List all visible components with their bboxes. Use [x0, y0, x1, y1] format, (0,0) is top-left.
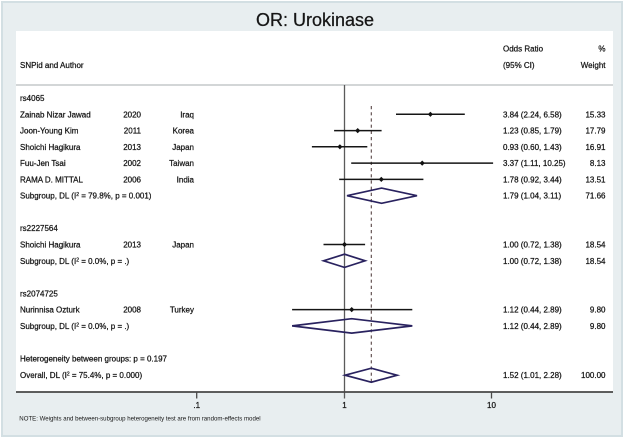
- svg-text:18.54: 18.54: [585, 257, 606, 266]
- svg-text:18.54: 18.54: [585, 241, 606, 250]
- svg-text:1.78 (0.92, 3.44): 1.78 (0.92, 3.44): [503, 175, 562, 184]
- svg-text:1: 1: [342, 401, 347, 410]
- svg-text:1.79 (1.04, 3.11): 1.79 (1.04, 3.11): [503, 192, 561, 201]
- svg-text:1.12 (0.44, 2.89): 1.12 (0.44, 2.89): [503, 306, 562, 315]
- svg-text:Shoichi Hagikura: Shoichi Hagikura: [20, 241, 81, 250]
- svg-text:Zainab Nizar Jawad: Zainab Nizar Jawad: [20, 110, 91, 119]
- svg-text:Korea: Korea: [173, 127, 195, 136]
- svg-text:2011: 2011: [124, 127, 142, 136]
- svg-text:Japan: Japan: [172, 143, 194, 152]
- svg-text:OR: Urokinase: OR: Urokinase: [256, 10, 374, 30]
- svg-text:Subgroup, DL (I2 = 0.0%, p = .: Subgroup, DL (I2 = 0.0%, p = .): [20, 257, 130, 266]
- svg-text:1.52 (1.01, 2.28): 1.52 (1.01, 2.28): [503, 371, 562, 380]
- svg-text:Nurinnisa Ozturk: Nurinnisa Ozturk: [20, 306, 81, 315]
- svg-text:India: India: [177, 175, 195, 184]
- svg-text:15.33: 15.33: [585, 110, 606, 119]
- svg-text:1.12 (0.44, 2.89): 1.12 (0.44, 2.89): [503, 322, 562, 331]
- svg-text:Odds Ratio: Odds Ratio: [503, 45, 544, 54]
- svg-text:Overall, DL (I2 = 75.4%, p = 0: Overall, DL (I2 = 75.4%, p = 0.000): [20, 371, 142, 380]
- svg-text:Shoichi Hagikura: Shoichi Hagikura: [20, 143, 81, 152]
- svg-text:.1: .1: [193, 401, 200, 410]
- svg-text:17.79: 17.79: [585, 127, 606, 136]
- svg-text:2002: 2002: [123, 159, 141, 168]
- svg-text:2006: 2006: [123, 175, 141, 184]
- svg-text:8.13: 8.13: [590, 159, 606, 168]
- svg-text:Weight: Weight: [581, 61, 607, 70]
- svg-text:10: 10: [487, 401, 496, 410]
- svg-text:Subgroup, DL (I2 = 0.0%, p = .: Subgroup, DL (I2 = 0.0%, p = .): [20, 322, 130, 331]
- svg-text:16.91: 16.91: [585, 143, 606, 152]
- svg-text:3.84 (2.24, 6.58): 3.84 (2.24, 6.58): [503, 110, 562, 119]
- svg-text:SNPid and Author: SNPid and Author: [20, 61, 84, 70]
- svg-text:13.51: 13.51: [585, 175, 606, 184]
- svg-text:3.37 (1.11, 10.25): 3.37 (1.11, 10.25): [503, 159, 566, 168]
- svg-text:Iraq: Iraq: [180, 110, 194, 119]
- svg-text:100.00: 100.00: [581, 371, 606, 380]
- svg-text:2020: 2020: [123, 110, 141, 119]
- svg-text:RAMA D. MITTAL: RAMA D. MITTAL: [20, 175, 84, 184]
- svg-text:0.93 (0.60, 1.43): 0.93 (0.60, 1.43): [503, 143, 562, 152]
- svg-text:Heterogeneity between groups:: Heterogeneity between groups: p = 0.197: [20, 355, 168, 364]
- svg-text:1.00 (0.72, 1.38): 1.00 (0.72, 1.38): [503, 241, 562, 250]
- svg-text:Turkey: Turkey: [170, 306, 194, 315]
- svg-text:Joon-Young Kim: Joon-Young Kim: [20, 127, 79, 136]
- svg-text:rs2227564: rs2227564: [20, 224, 58, 233]
- svg-text:Taiwan: Taiwan: [169, 159, 194, 168]
- svg-text:9.80: 9.80: [590, 306, 606, 315]
- svg-text:Subgroup, DL (I2 = 79.8%, p =: Subgroup, DL (I2 = 79.8%, p = 0.001): [20, 192, 152, 201]
- svg-text:rs2074725: rs2074725: [20, 289, 58, 298]
- svg-text:2008: 2008: [123, 306, 141, 315]
- svg-text:rs4065: rs4065: [20, 94, 45, 103]
- svg-text:(95% CI): (95% CI): [503, 61, 535, 70]
- svg-text:1.23 (0.85, 1.79): 1.23 (0.85, 1.79): [503, 127, 562, 136]
- svg-text:71.66: 71.66: [585, 192, 606, 201]
- svg-text:%: %: [598, 45, 605, 54]
- svg-text:1.00 (0.72, 1.38): 1.00 (0.72, 1.38): [503, 257, 562, 266]
- svg-text:NOTE: Weights and between-subg: NOTE: Weights and between-subgroup heter…: [19, 416, 260, 423]
- svg-text:2013: 2013: [123, 143, 141, 152]
- svg-text:9.80: 9.80: [590, 322, 606, 331]
- svg-text:Fuu-Jen Tsai: Fuu-Jen Tsai: [20, 159, 66, 168]
- svg-text:Japan: Japan: [172, 241, 194, 250]
- svg-text:2013: 2013: [123, 241, 141, 250]
